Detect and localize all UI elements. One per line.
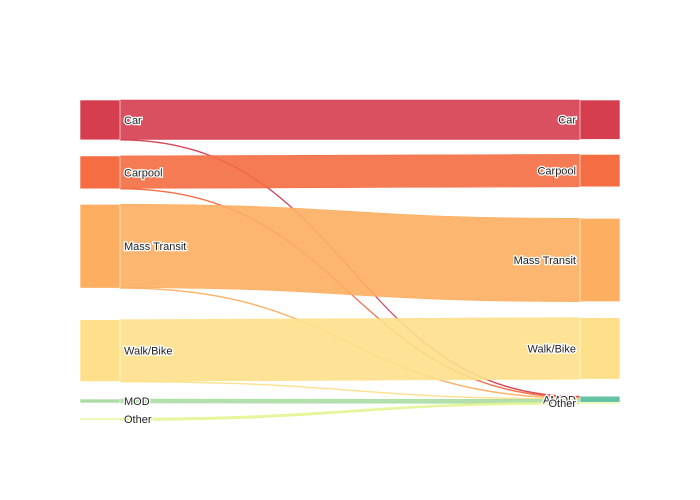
link-car_l-to-car_r <box>119 99 581 140</box>
sankey-links <box>119 99 581 421</box>
node-label-transit_l: Mass Transit <box>124 241 186 253</box>
sankey-labels: Car Carpool Mass Transit Walk/Bike MOD Other C… <box>123 113 578 427</box>
node-carpool_l[interactable] <box>79 155 121 190</box>
node-label-transit_r: Mass Transit <box>514 255 576 267</box>
node-mod_l[interactable] <box>79 398 121 404</box>
node-label-amod_r: AMOD <box>543 394 576 406</box>
link-walk_l-to-walk_r <box>119 317 581 382</box>
node-label-car_l: Car <box>124 115 142 127</box>
sankey-nodes <box>79 99 621 421</box>
link-carpool_l-to-carpool_r <box>119 154 581 189</box>
node-label-mod_l: MOD <box>124 396 150 408</box>
node-transit_l[interactable] <box>79 204 121 289</box>
node-other_r[interactable] <box>579 402 621 405</box>
node-label-car_r: Car <box>558 115 576 127</box>
node-car_r[interactable] <box>579 99 621 140</box>
node-label-carpool_l: Carpool <box>124 167 163 179</box>
node-label-walk_r: Walk/Bike <box>528 343 577 355</box>
link-transit_l-to-transit_r <box>119 204 581 302</box>
node-walk_l[interactable] <box>79 319 121 382</box>
node-car_l[interactable] <box>79 99 121 141</box>
node-carpool_r[interactable] <box>579 154 621 188</box>
node-label-other_l: Other <box>124 414 152 426</box>
node-other_l[interactable] <box>79 417 121 421</box>
node-walk_r[interactable] <box>579 317 621 380</box>
node-label-carpool_r: Carpool <box>537 166 576 178</box>
node-label-walk_l: Walk/Bike <box>124 346 173 358</box>
node-transit_r[interactable] <box>579 218 621 302</box>
node-label-other_r: Other <box>548 398 576 410</box>
node-amod_r[interactable] <box>579 395 621 403</box>
